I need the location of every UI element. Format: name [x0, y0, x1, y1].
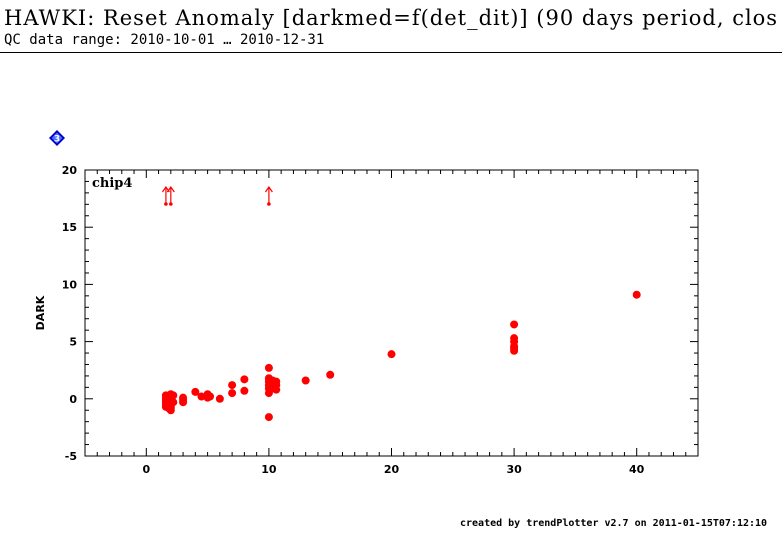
x-tick-label: 10: [261, 463, 277, 476]
data-point: [169, 391, 178, 400]
diamond-badge-icon[interactable]: 3: [49, 130, 65, 146]
data-point: [166, 406, 175, 415]
data-point: [169, 398, 178, 407]
badge-label: 3: [54, 135, 60, 145]
x-tick-label: 0: [142, 463, 150, 476]
data-point: [197, 392, 206, 401]
x-tick-label: 40: [629, 463, 645, 476]
offscale-arrow: [264, 185, 273, 206]
header-divider: [0, 52, 782, 53]
y-axis-label: DARK: [34, 295, 47, 330]
badge-diamond-inner: [51, 132, 63, 144]
y-tick-label: 0: [69, 393, 77, 406]
data-point: [272, 385, 281, 394]
offscale-arrow: [166, 185, 175, 206]
data-point: [228, 381, 237, 390]
data-point: [240, 386, 249, 395]
data-point: [206, 392, 215, 401]
y-tick-label: -5: [65, 450, 77, 463]
footer-credit: created by trendPlotter v2.7 on 2011-01-…: [460, 518, 768, 529]
data-point: [301, 376, 310, 385]
x-tick-label: 20: [384, 463, 400, 476]
axis-tick-labels: 0 10 20 30 40 -5 0 5 10 15 20: [62, 164, 645, 476]
y-tick-label: 15: [62, 221, 77, 234]
page-title: HAWKI: Reset Anomaly [darkmed=f(det_dit)…: [4, 6, 779, 30]
plot-frame: [84, 169, 699, 457]
data-point: [510, 320, 519, 329]
panel-label: chip4: [92, 176, 132, 191]
data-point: [510, 346, 519, 355]
x-tick-label: 30: [506, 463, 522, 476]
data-point: [179, 398, 188, 407]
data-point: [264, 413, 273, 422]
data-point: [240, 375, 249, 384]
data-point: [191, 387, 200, 396]
data-point: [264, 363, 273, 372]
offscale-markers: [161, 185, 273, 206]
axis-ticks: [84, 169, 699, 457]
data-point: [326, 370, 335, 379]
data-points: [161, 290, 641, 422]
data-point: [632, 290, 641, 299]
data-point: [387, 350, 396, 359]
y-tick-label: 10: [62, 278, 78, 291]
y-tick-label: 5: [69, 336, 77, 349]
y-tick-label: 20: [62, 164, 78, 177]
data-point: [215, 394, 224, 403]
data-point: [228, 389, 237, 398]
qc-data-range: QC data range: 2010-10-01 … 2010-12-31: [4, 32, 325, 48]
